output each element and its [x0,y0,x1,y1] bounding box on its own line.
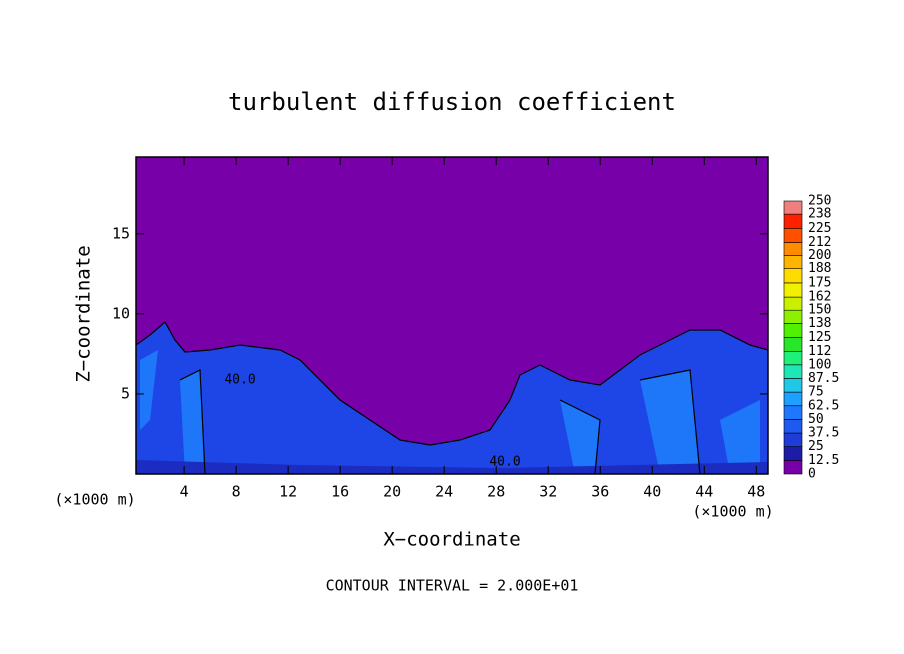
colorbar-label: 50 [808,412,824,427]
colorbar-label: 212 [808,235,831,250]
colorbar-swatch [783,323,803,338]
colorbar-label: 188 [808,261,831,276]
colorbar-swatch [783,351,803,366]
colorbar-swatch [783,309,803,324]
colorbar-swatch [783,364,803,379]
y-tick-label: 15 [112,224,130,242]
contour-label: 40.0 [224,373,255,388]
x-tick-label: 32 [539,483,557,501]
colorbar-label: 12.5 [808,453,839,468]
colorbar-swatch [783,213,803,229]
colorbar-label: 175 [808,275,831,290]
x-tick-label: 20 [383,483,401,501]
x-tick-label: 48 [747,483,765,501]
colorbar-swatch [783,255,803,270]
colorbar-swatch [783,200,803,215]
colorbar-label: 37.5 [808,426,839,441]
colorbar-label: 112 [808,344,831,359]
contour-label: 40.0 [489,455,520,470]
colorbar-swatch [783,405,803,420]
field-region [136,322,768,474]
x-tick-label: 8 [232,483,241,501]
y-tick-label: 5 [121,384,130,402]
colorbar-swatch [783,242,803,256]
colorbar-label: 0 [808,467,816,482]
colorbar-swatch [783,268,803,284]
colorbar-label: 25 [808,439,824,454]
x-unit-label: (×1000 m) [54,491,135,509]
colorbar-label: 225 [808,221,831,236]
colorbar-label: 125 [808,330,831,345]
x-unit-label: (×1000 m) [692,503,773,521]
x-tick-label: 12 [279,483,297,501]
colorbar-swatch [783,391,803,407]
colorbar-label: 138 [808,316,831,331]
colorbar-label: 250 [808,194,831,209]
colorbar-swatch [783,378,803,393]
colorbar-swatch [783,337,803,352]
colorbar-swatch [783,432,803,447]
field-region [140,350,760,474]
colorbar-label: 75 [808,385,824,400]
footnote: CONTOUR INTERVAL = 2.000E+01 [326,577,579,595]
colorbar-label: 200 [808,248,831,263]
x-tick-label: 36 [591,483,609,501]
colorbar-swatch [783,228,803,243]
x-tick-label: 24 [435,483,453,501]
colorbar-label: 62.5 [808,398,839,413]
chart-title: turbulent diffusion coefficient [228,88,676,116]
colorbar-swatch [783,282,803,298]
contour-line [135,321,769,475]
x-tick-label: 4 [180,483,189,501]
colorbar-label: 100 [808,357,831,372]
y-axis-label: Z−coordinate [73,245,95,382]
colorbar-label: 87.5 [808,371,839,386]
field-region [136,460,768,474]
colorbar-label: 238 [808,207,831,222]
plot-frame [135,156,769,475]
x-axis-label: X−coordinate [383,529,520,551]
colorbar-label: 162 [808,290,831,305]
y-tick-label: 10 [112,304,130,322]
x-tick-label: 44 [695,483,713,501]
colorbar-swatch [783,446,803,461]
colorbar-swatch [783,460,803,475]
x-tick-label: 28 [487,483,505,501]
x-tick-label: 16 [331,483,349,501]
colorbar-swatch [783,296,803,311]
colorbar-label: 150 [808,303,831,318]
x-tick-label: 40 [643,483,661,501]
colorbar-swatch [783,419,803,434]
